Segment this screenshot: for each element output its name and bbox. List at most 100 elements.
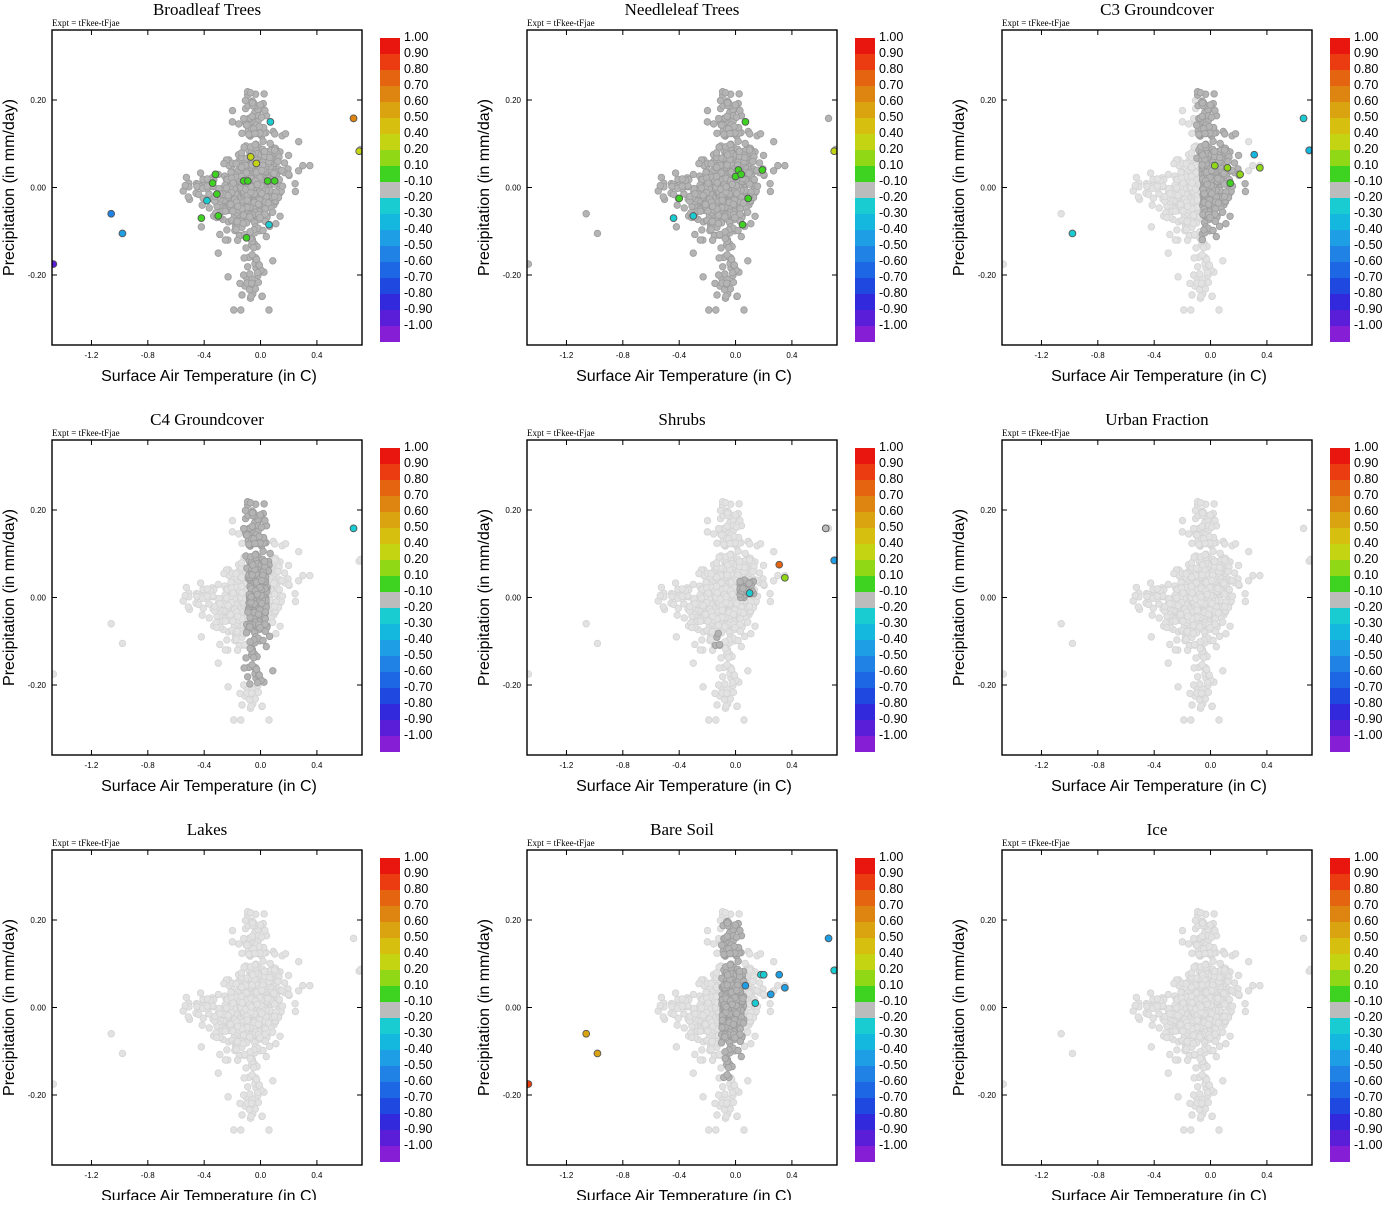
data-point (715, 220, 722, 227)
data-point (199, 612, 206, 619)
data-point (198, 634, 205, 641)
data-point (767, 180, 774, 187)
data-point (746, 181, 753, 188)
x-tick-label: -0.4 (672, 351, 686, 360)
data-point (239, 540, 246, 547)
data-point (227, 201, 234, 208)
data-point (257, 512, 264, 519)
data-point (1232, 130, 1239, 137)
colorbar-swatch (1330, 278, 1350, 294)
data-point (295, 138, 302, 145)
data-point (237, 280, 244, 287)
data-point (249, 562, 256, 569)
colorbar-swatch (855, 230, 875, 246)
colorbar-swatch (855, 134, 875, 150)
y-axis-label: Precipitation (in mm/day) (951, 99, 968, 276)
colorbar-swatch (1330, 310, 1350, 326)
colorbar-label: -0.30 (404, 616, 433, 630)
data-point (1200, 244, 1207, 251)
data-point (727, 130, 734, 137)
data-point (213, 191, 220, 198)
data-point (261, 501, 268, 508)
data-point (242, 507, 249, 514)
x-tick-label: -0.8 (1091, 351, 1105, 360)
data-point (257, 102, 264, 109)
data-point (1221, 541, 1228, 548)
data-point (1167, 231, 1174, 238)
colorbar-swatch (855, 640, 875, 656)
data-point (697, 647, 704, 654)
data-point (767, 598, 774, 605)
colorbar-label: -0.80 (404, 286, 433, 300)
data-point (262, 517, 269, 524)
data-point (235, 531, 242, 538)
data-point (715, 115, 722, 122)
data-point (752, 623, 759, 630)
data-point (745, 195, 752, 202)
colorbar-label: -0.10 (879, 584, 908, 598)
colorbar-label: 0.40 (404, 536, 428, 550)
y-tick-label: 0.20 (30, 506, 46, 515)
data-point (717, 97, 724, 104)
colorbar-swatch (855, 278, 875, 294)
data-point (1156, 205, 1163, 212)
colorbar-swatch (855, 70, 875, 86)
data-point (253, 666, 260, 673)
experiment-label: Expt = tFkee-tFjae (527, 18, 595, 28)
data-point (252, 141, 259, 148)
data-point (1245, 548, 1252, 555)
data-point (250, 654, 257, 661)
data-point (709, 613, 716, 620)
data-point (230, 180, 237, 187)
data-point (264, 178, 271, 185)
data-point (241, 665, 248, 672)
colorbar-label: 0.50 (879, 520, 903, 534)
data-point (741, 307, 748, 314)
chart-title: C4 Groundcover (150, 410, 264, 429)
colorbar-swatch (1330, 102, 1350, 118)
colorbar-swatch (380, 294, 400, 310)
data-point (746, 541, 753, 548)
colorbar-label: 0.50 (404, 110, 428, 124)
data-point (254, 591, 261, 598)
data-point (713, 173, 720, 180)
data-point (744, 619, 751, 626)
data-point (258, 577, 265, 584)
colorbar-label: -0.40 (879, 632, 908, 646)
data-point (249, 113, 256, 120)
data-point (770, 548, 777, 555)
data-point (690, 213, 697, 220)
data-point (223, 595, 230, 602)
data-point (1179, 119, 1186, 126)
data-point (245, 609, 252, 616)
colorbar-swatch (855, 294, 875, 310)
data-point (243, 532, 250, 539)
colorbar-swatch (380, 512, 400, 528)
colorbar-label: -0.30 (1354, 206, 1383, 220)
colorbar-label: 0.10 (404, 158, 428, 172)
data-point (741, 154, 748, 161)
data-point (704, 107, 711, 114)
colorbar-label: -0.40 (879, 222, 908, 236)
data-point (727, 540, 734, 547)
data-point (1175, 684, 1182, 691)
colorbar-swatch (855, 182, 875, 198)
colorbar-swatch (855, 102, 875, 118)
data-point (244, 673, 251, 680)
y-tick-label: -0.20 (28, 681, 47, 690)
data-point (1245, 138, 1252, 145)
y-tick-label: -0.20 (28, 271, 47, 280)
colorbar-label: 0.10 (879, 568, 903, 582)
data-point (700, 192, 707, 199)
data-point (700, 274, 707, 281)
data-point (756, 570, 763, 577)
data-point (215, 250, 222, 257)
data-point (721, 131, 728, 138)
data-point (750, 158, 757, 165)
colorbar-swatch (1330, 150, 1350, 166)
data-point (200, 605, 207, 612)
colorbar: 1.000.900.800.700.600.500.400.200.10-0.1… (380, 440, 433, 752)
data-point (657, 592, 664, 599)
colorbar-swatch (855, 464, 875, 480)
data-point (740, 585, 747, 592)
